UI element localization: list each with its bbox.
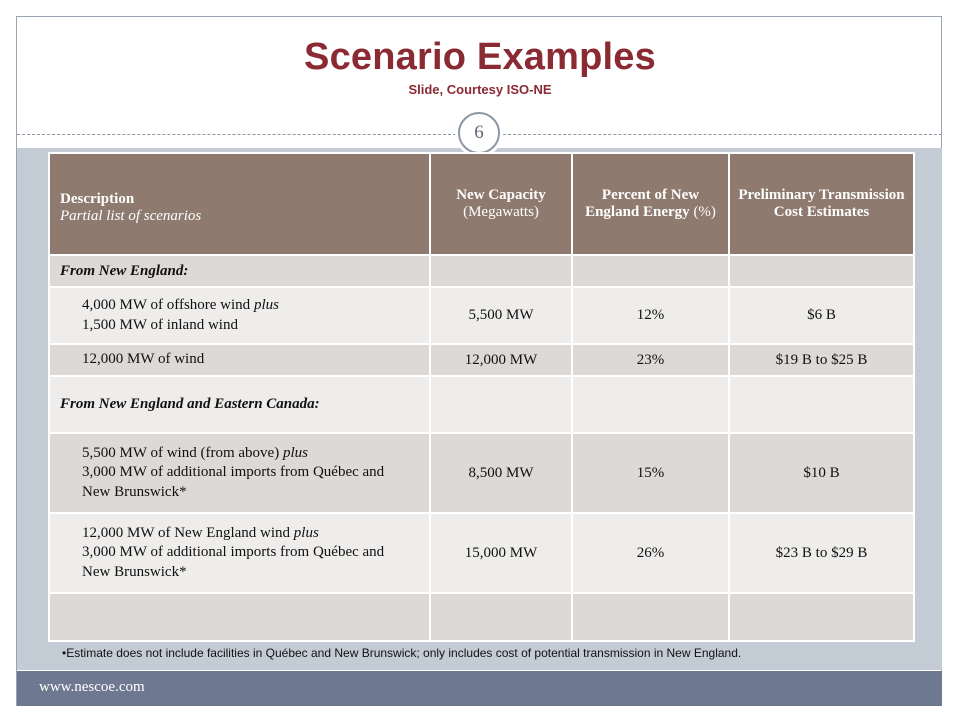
row-description: 12,000 MW of wind <box>48 343 431 377</box>
row-description: 5,500 MW of wind (from above) plus 3,000 … <box>48 432 431 514</box>
row-capacity: 8,500 MW <box>429 432 573 514</box>
row-capacity: 15,000 MW <box>429 512 573 594</box>
row-percent: 15% <box>571 432 730 514</box>
percent-header-label: Percent of New England Energy <box>585 187 700 220</box>
empty-cell <box>429 592 573 642</box>
footer-url[interactable]: www.nescoe.com <box>39 679 145 695</box>
section-row: From New England: <box>48 254 915 288</box>
empty-cell <box>728 375 915 434</box>
description-header-sublabel: Partial list of scenarios <box>60 208 202 224</box>
row-description: 4,000 MW of offshore wind plus 1,500 MW o… <box>48 286 431 345</box>
column-header-cost: Preliminary Transmission Cost Estimates <box>728 152 915 256</box>
empty-cell <box>571 375 730 434</box>
table-header-row: Description Partial list of scenarios Ne… <box>48 152 915 256</box>
description-header-label: Description <box>60 191 135 207</box>
section-label: From New England: <box>48 254 431 288</box>
scenario-table: Description Partial list of scenarios Ne… <box>48 152 915 642</box>
column-header-capacity: New Capacity (Megawatts) <box>429 152 573 256</box>
row-percent: 23% <box>571 343 730 377</box>
row-description: 12,000 MW of New England wind plus 3,000 … <box>48 512 431 594</box>
desc-emphasis: plus <box>253 297 279 314</box>
percent-header-unit: (%) <box>693 204 716 220</box>
desc-text: 4,000 MW of offshore wind <box>82 297 251 314</box>
row-cost: $23 B to $29 B <box>728 512 915 594</box>
row-percent: 12% <box>571 286 730 345</box>
empty-cell <box>571 592 730 642</box>
empty-cell <box>571 254 730 288</box>
desc-emphasis: plus <box>293 525 319 542</box>
footer-bar: www.nescoe.com <box>17 671 942 706</box>
table-row: 5,500 MW of wind (from above) plus 3,000 … <box>48 432 915 514</box>
row-cost: $19 B to $25 B <box>728 343 915 377</box>
desc-text: 3,000 MW of additional imports from Québ… <box>82 544 385 580</box>
row-capacity: 12,000 MW <box>429 343 573 377</box>
desc-text: 1,500 MW of inland wind <box>82 316 238 333</box>
footnote: •Estimate does not include facilities in… <box>62 646 742 660</box>
empty-cell <box>728 592 915 642</box>
desc-text: 12,000 MW of New England wind <box>82 525 291 542</box>
column-header-percent: Percent of New England Energy (%) <box>571 152 730 256</box>
empty-cell <box>728 254 915 288</box>
page-subtitle: Slide, Courtesy ISO-NE <box>408 82 552 97</box>
row-cost: $10 B <box>728 432 915 514</box>
cost-header-label: Preliminary Transmission Cost Estimates <box>738 187 905 220</box>
table-row: 12,000 MW of wind 12,000 MW 23% $19 B to… <box>48 343 915 377</box>
desc-emphasis: plus <box>282 445 308 462</box>
slide-number-badge: 6 <box>458 112 500 154</box>
empty-cell <box>429 375 573 434</box>
row-percent: 26% <box>571 512 730 594</box>
capacity-header-unit: (Megawatts) <box>463 204 539 220</box>
table-row: 12,000 MW of New England wind plus 3,000 … <box>48 512 915 594</box>
section-row: From New England and Eastern Canada: <box>48 375 915 434</box>
capacity-header-label: New Capacity <box>456 187 546 203</box>
row-capacity: 5,500 MW <box>429 286 573 345</box>
table-row: 4,000 MW of offshore wind plus 1,500 MW o… <box>48 286 915 345</box>
column-header-description: Description Partial list of scenarios <box>48 152 431 256</box>
section-label: From New England and Eastern Canada: <box>48 375 431 434</box>
empty-cell <box>429 254 573 288</box>
desc-text: 3,000 MW of additional imports from Québ… <box>82 464 385 500</box>
page-title: Scenario Examples <box>304 36 656 78</box>
empty-row <box>48 592 915 642</box>
desc-text: 5,500 MW of wind (from above) <box>82 445 280 462</box>
empty-cell <box>48 592 431 642</box>
row-cost: $6 B <box>728 286 915 345</box>
